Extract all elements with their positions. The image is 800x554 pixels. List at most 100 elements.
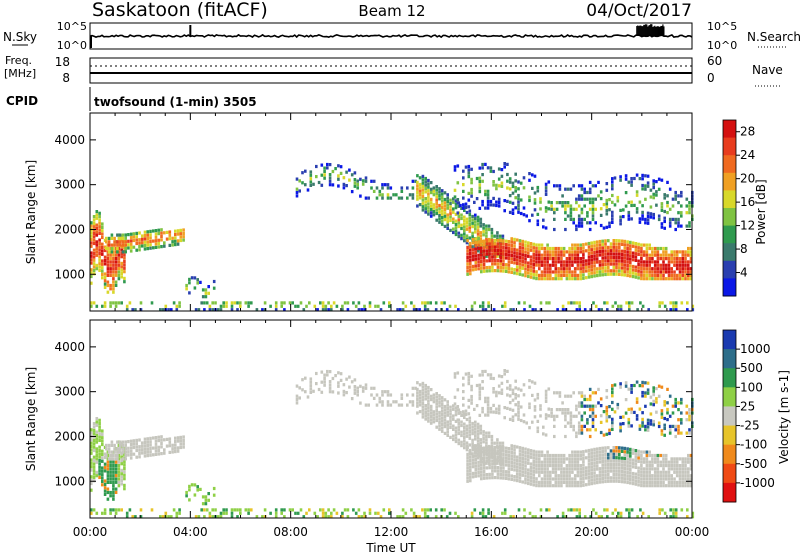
power-echo-cell — [687, 263, 690, 267]
power-echo-cell — [112, 257, 115, 261]
power-echo-cell — [496, 254, 499, 258]
power-echo-cell — [471, 268, 475, 272]
power-echo-cell — [662, 260, 665, 264]
power-echo-cell — [493, 262, 497, 266]
power-echo-cell — [460, 226, 463, 231]
velocity-echo-cell — [465, 448, 469, 452]
velocity-echo-cell — [601, 449, 604, 454]
power-echo-cell — [492, 183, 495, 187]
velocity-echo-cell — [550, 414, 553, 418]
velocity-echo-cell — [149, 443, 152, 447]
velocity-echo-cell — [595, 474, 599, 478]
power-echo-cell — [543, 263, 547, 267]
power-echo-cell — [199, 280, 202, 284]
velocity-echo-cell — [573, 464, 577, 468]
power-echo-cell — [343, 301, 347, 305]
power-echo-cell — [418, 182, 422, 187]
velocity-echo-cell — [309, 390, 313, 394]
velocity-echo-cell — [482, 446, 486, 450]
velocity-echo-cell — [620, 476, 624, 480]
power-echo-cell — [98, 255, 101, 259]
velocity-echo-cell — [560, 474, 563, 478]
power-echo-cell — [123, 276, 126, 280]
velocity-echo-cell — [608, 431, 611, 436]
velocity-echo-cell — [98, 425, 101, 429]
power-echo-cell — [250, 301, 253, 305]
power-echo-cell — [609, 262, 613, 266]
velocity-echo-cell — [642, 450, 646, 454]
power-echo-cell — [642, 253, 646, 257]
power-echo-cell — [640, 273, 643, 277]
power-echo-cell — [481, 304, 485, 308]
power-echo-cell — [568, 277, 571, 281]
velocity-echo-cell — [662, 464, 665, 468]
velocity-echo-cell — [90, 488, 93, 492]
velocity-echo-cell — [641, 417, 644, 421]
power-echo-cell — [506, 199, 509, 203]
power-echo-cell — [118, 233, 122, 237]
velocity-echo-cell — [688, 418, 691, 422]
power-echo-cell — [414, 179, 417, 183]
velocity-echo-cell — [659, 477, 662, 481]
velocity-echo-cell — [612, 446, 616, 450]
power-echo-cell — [280, 304, 283, 308]
power-echo-cell — [606, 301, 609, 305]
velocity-echo-cell — [361, 386, 365, 390]
power-echo-cell — [615, 272, 618, 276]
power-echo-cell — [597, 308, 601, 312]
power-echo-cell — [604, 242, 607, 246]
power-echo-cell — [590, 241, 593, 245]
velocity-echo-cell — [244, 508, 248, 512]
velocity-echo-cell — [593, 481, 596, 485]
power-echo-cell — [689, 267, 693, 271]
velocity-echo-cell — [389, 393, 393, 397]
power-echo-cell — [529, 268, 533, 273]
power-echo-cell — [529, 242, 533, 246]
velocity-echo-cell — [681, 460, 685, 464]
velocity-echo-cell — [673, 460, 676, 464]
noise-right-tick-bottom: 10^0 — [707, 39, 737, 52]
power-echo-cell — [619, 175, 622, 179]
power-echo-cell — [551, 260, 555, 264]
velocity-echo-cell — [514, 396, 517, 400]
velocity-echo-cell — [421, 405, 425, 409]
power-echo-cell — [590, 248, 593, 252]
power-echo-cell — [101, 269, 104, 273]
velocity-echo-cell — [590, 478, 593, 482]
velocity-echo-cell — [95, 433, 99, 437]
power-echo-cell — [569, 214, 573, 218]
velocity-echo-cell — [546, 480, 549, 484]
power-echo-cell — [517, 210, 520, 214]
power-echo-cell — [532, 252, 536, 256]
power-echo-cell — [474, 244, 478, 248]
velocity-echo-cell — [230, 508, 234, 512]
velocity-echo-cell — [400, 393, 404, 397]
velocity-echo-cell — [554, 474, 558, 478]
power-echo-cell — [170, 308, 173, 312]
velocity-echo-cell — [674, 404, 677, 408]
velocity-echo-cell — [539, 407, 542, 411]
power-echo-cell — [576, 267, 580, 271]
velocity-echo-cell — [283, 508, 286, 512]
power-echo-cell — [160, 234, 163, 239]
power-echo-cell — [495, 187, 498, 191]
velocity-echo-cell — [580, 414, 584, 418]
power-echo-cell — [424, 187, 427, 191]
velocity-echo-cell — [572, 508, 576, 512]
velocity-echo-cell — [106, 453, 110, 458]
power-echo-cell — [491, 245, 494, 249]
velocity-echo-cell — [138, 455, 141, 459]
power-echo-cell — [644, 184, 647, 188]
power-echo-cell — [527, 254, 530, 258]
power-echo-cell — [473, 301, 477, 305]
velocity-echo-cell — [583, 411, 586, 415]
velocity-echo-cell — [527, 478, 530, 482]
power-echo-cell — [626, 250, 629, 254]
power-echo-cell — [477, 257, 480, 261]
velocity-echo-cell — [440, 412, 444, 417]
velocity-echo-cell — [652, 393, 655, 397]
velocity-echo-cell — [95, 457, 99, 461]
velocity-echo-cell — [127, 450, 130, 454]
velocity-echo-cell — [474, 430, 477, 434]
velocity-echo-cell — [510, 464, 513, 468]
